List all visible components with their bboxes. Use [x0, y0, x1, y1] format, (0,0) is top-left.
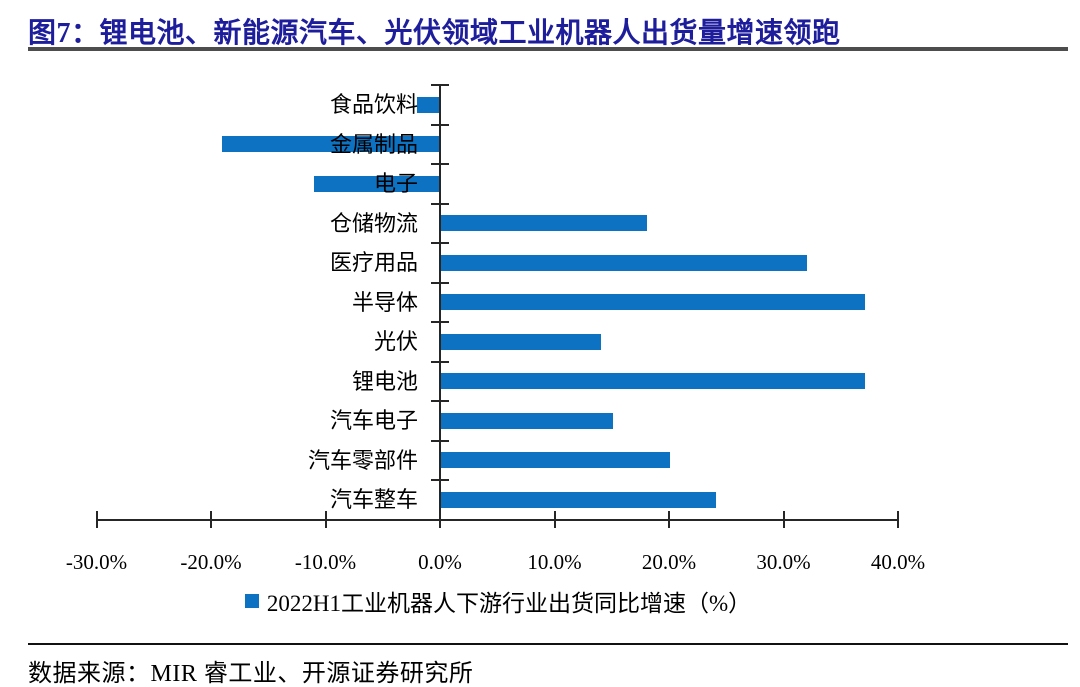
y-axis-line	[439, 85, 441, 521]
chart-bar	[222, 136, 440, 153]
category-label: 汽车电子	[329, 408, 418, 433]
x-axis-tick-label: -20.0%	[180, 550, 242, 574]
x-axis-tick	[210, 511, 212, 528]
y-axis-tick	[431, 242, 449, 244]
category-label: 金属制品	[329, 131, 418, 157]
x-axis-tick-label: -30.0%	[65, 550, 128, 574]
chart-legend: 2022H1工业机器人下游行业出货同比增速（%）	[95, 584, 901, 618]
figure-title: 图7：锂电池、新能源汽车、光伏领域工业机器人出货量增速领跑	[28, 18, 841, 49]
y-axis-tick	[431, 163, 449, 165]
y-axis-tick	[431, 202, 449, 205]
x-axis-tick	[324, 511, 327, 528]
y-axis-tick	[431, 123, 449, 126]
chart-bar	[441, 412, 613, 429]
category-label: 仓储物流	[329, 210, 418, 236]
chart-bar	[441, 452, 670, 469]
chart-bar	[417, 96, 440, 113]
y-axis-tick	[431, 479, 449, 481]
y-axis-tick	[431, 84, 449, 86]
x-axis-tick-label: 40.0%	[870, 550, 926, 574]
legend-label: 2022H1工业机器人下游行业出货同比增速（%）	[266, 591, 752, 616]
chart-bar	[441, 215, 648, 232]
x-axis-tick	[668, 511, 670, 528]
x-axis-tick-label: 30.0%	[756, 550, 811, 574]
chart-bar	[441, 491, 716, 508]
footer-divider	[28, 643, 1068, 645]
category-label: 半导体	[351, 289, 418, 315]
chart-bar	[441, 333, 602, 350]
category-label: 电子	[373, 171, 418, 196]
category-label: 光伏	[373, 329, 418, 354]
title-divider	[28, 47, 1068, 51]
category-label: 食品饮料	[329, 92, 418, 117]
chart-bar	[441, 373, 865, 390]
x-axis-tick	[439, 511, 441, 528]
y-axis-tick	[431, 281, 449, 284]
x-axis-tick	[95, 511, 98, 528]
x-axis-line	[95, 519, 899, 521]
x-axis-tick	[897, 511, 899, 528]
y-axis-tick	[431, 439, 449, 442]
x-axis-tick	[782, 511, 785, 528]
chart-bar	[314, 175, 440, 192]
x-axis-tick-label: 0.0%	[418, 550, 462, 574]
x-axis-tick-label: 10.0%	[527, 550, 582, 574]
x-axis-tick-label: 20.0%	[641, 550, 697, 574]
y-axis-tick	[431, 360, 449, 363]
category-label: 医疗用品	[329, 250, 418, 275]
data-source-text: 数据来源：MIR 睿工业、开源证券研究所	[28, 661, 474, 687]
y-axis-tick	[431, 321, 449, 323]
legend-entry: 2022H1工业机器人下游行业出货同比增速（%）	[244, 584, 752, 618]
legend-square-icon	[244, 594, 259, 608]
category-label: 汽车整车	[329, 487, 418, 512]
chart-bar	[441, 254, 808, 271]
y-axis-tick	[431, 400, 449, 402]
x-axis-tick-label: -10.0%	[294, 550, 357, 574]
category-label: 锂电池	[351, 368, 418, 394]
category-label: 汽车零部件	[307, 447, 418, 473]
chart-bar	[441, 294, 865, 311]
x-axis-tick	[553, 511, 556, 528]
